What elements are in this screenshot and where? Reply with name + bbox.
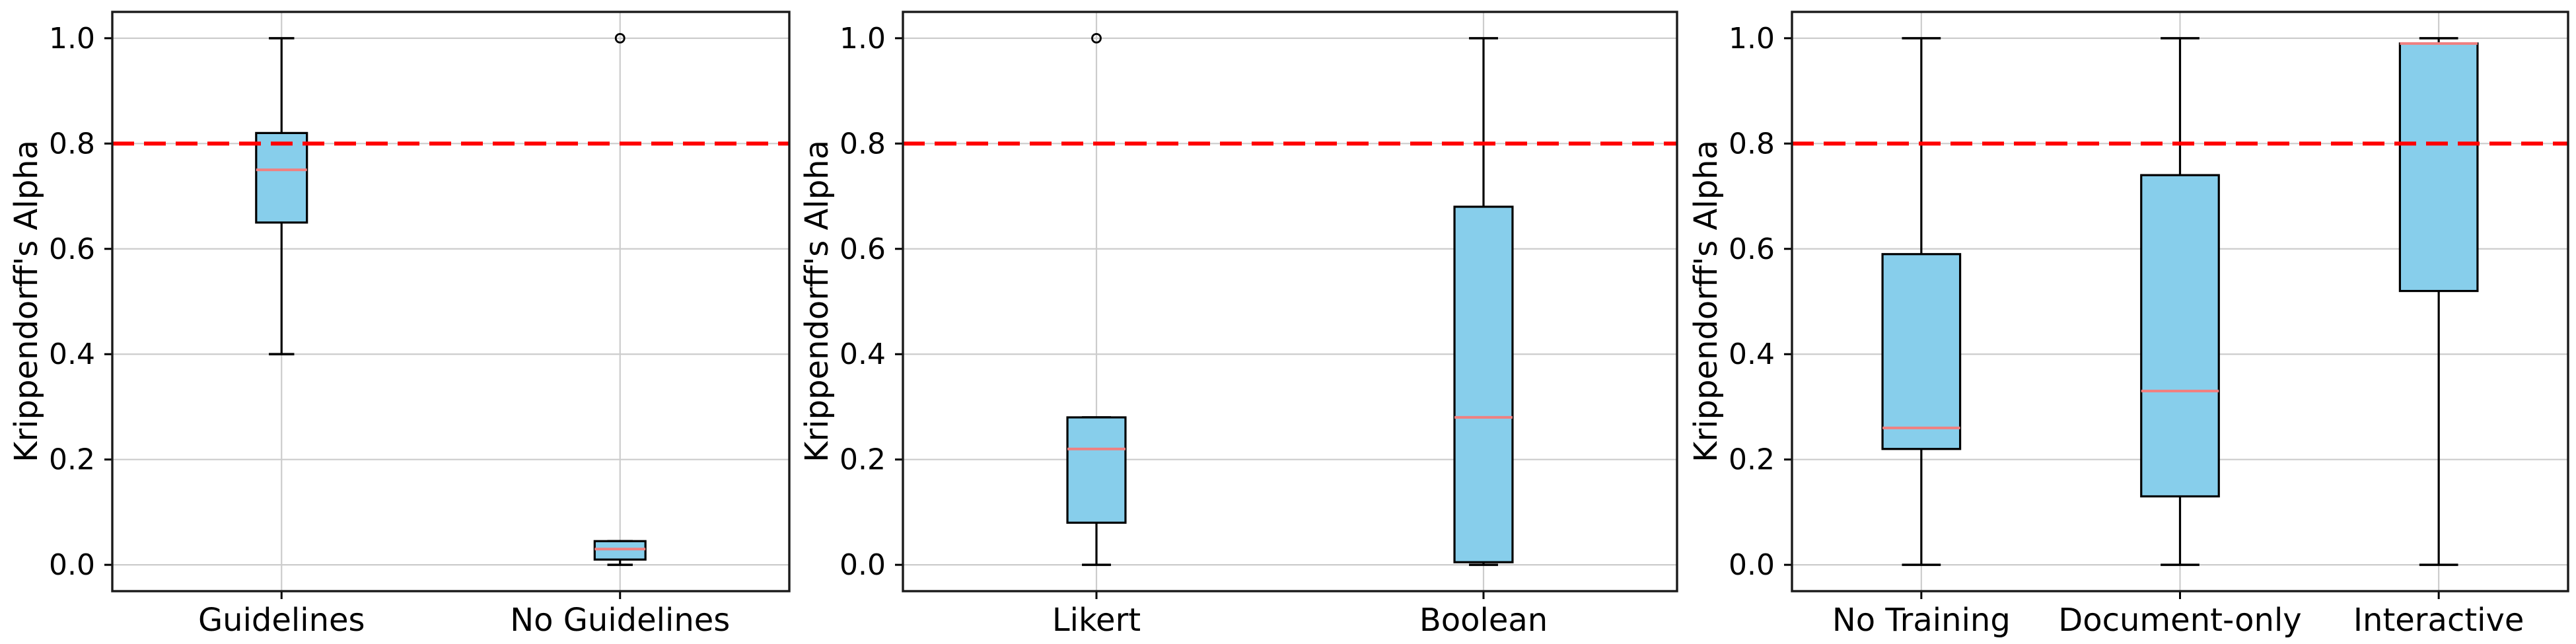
outlier-point — [1091, 32, 1102, 44]
y-tick-label: 0.2 — [49, 443, 95, 477]
x-category-label: Interactive — [2353, 602, 2524, 639]
box — [1881, 253, 1962, 450]
y-tick-label: 1.0 — [49, 22, 95, 55]
x-category-label: Guidelines — [198, 602, 365, 639]
x-category-label: No Guidelines — [510, 602, 730, 639]
y-tick-label: 0.6 — [1729, 233, 1775, 266]
y-tick-label: 0.8 — [49, 127, 95, 161]
y-tick-label: 0.2 — [1729, 443, 1775, 477]
y-tick-label: 1.0 — [1729, 22, 1775, 55]
box — [1453, 205, 1514, 563]
x-category-label: No Training — [1832, 602, 2011, 639]
y-axis-label: Krippendorff's Alpha — [799, 139, 836, 463]
y-tick-label: 0.2 — [840, 443, 886, 477]
y-tick-label: 0.0 — [49, 548, 95, 582]
outlier-point — [614, 32, 626, 44]
x-category-label: Likert — [1052, 602, 1141, 639]
y-tick-label: 0.4 — [1729, 338, 1775, 371]
y-tick-label: 0.6 — [840, 233, 886, 266]
y-tick-label: 0.0 — [1729, 548, 1775, 582]
y-tick-label: 0.4 — [49, 338, 95, 371]
y-tick-label: 0.6 — [49, 233, 95, 266]
panel-background — [112, 12, 789, 591]
axes-spines — [111, 11, 791, 592]
x-category-label: Boolean — [1419, 602, 1548, 639]
y-tick-label: 0.0 — [840, 548, 886, 582]
y-axis-label: Krippendorff's Alpha — [1688, 139, 1725, 463]
y-tick-label: 0.4 — [840, 338, 886, 371]
box — [2398, 42, 2479, 293]
box — [2140, 174, 2220, 498]
y-axis-label: Krippendorff's Alpha — [8, 139, 45, 463]
panel-background — [903, 12, 1677, 591]
axes-spines — [902, 11, 1678, 592]
box — [255, 131, 308, 224]
y-tick-label: 0.8 — [1729, 127, 1775, 161]
y-tick-label: 1.0 — [840, 22, 886, 55]
axes-spines — [1791, 11, 2569, 592]
box — [1066, 416, 1127, 524]
y-tick-label: 0.8 — [840, 127, 886, 161]
x-category-label: Document-only — [2058, 602, 2301, 639]
